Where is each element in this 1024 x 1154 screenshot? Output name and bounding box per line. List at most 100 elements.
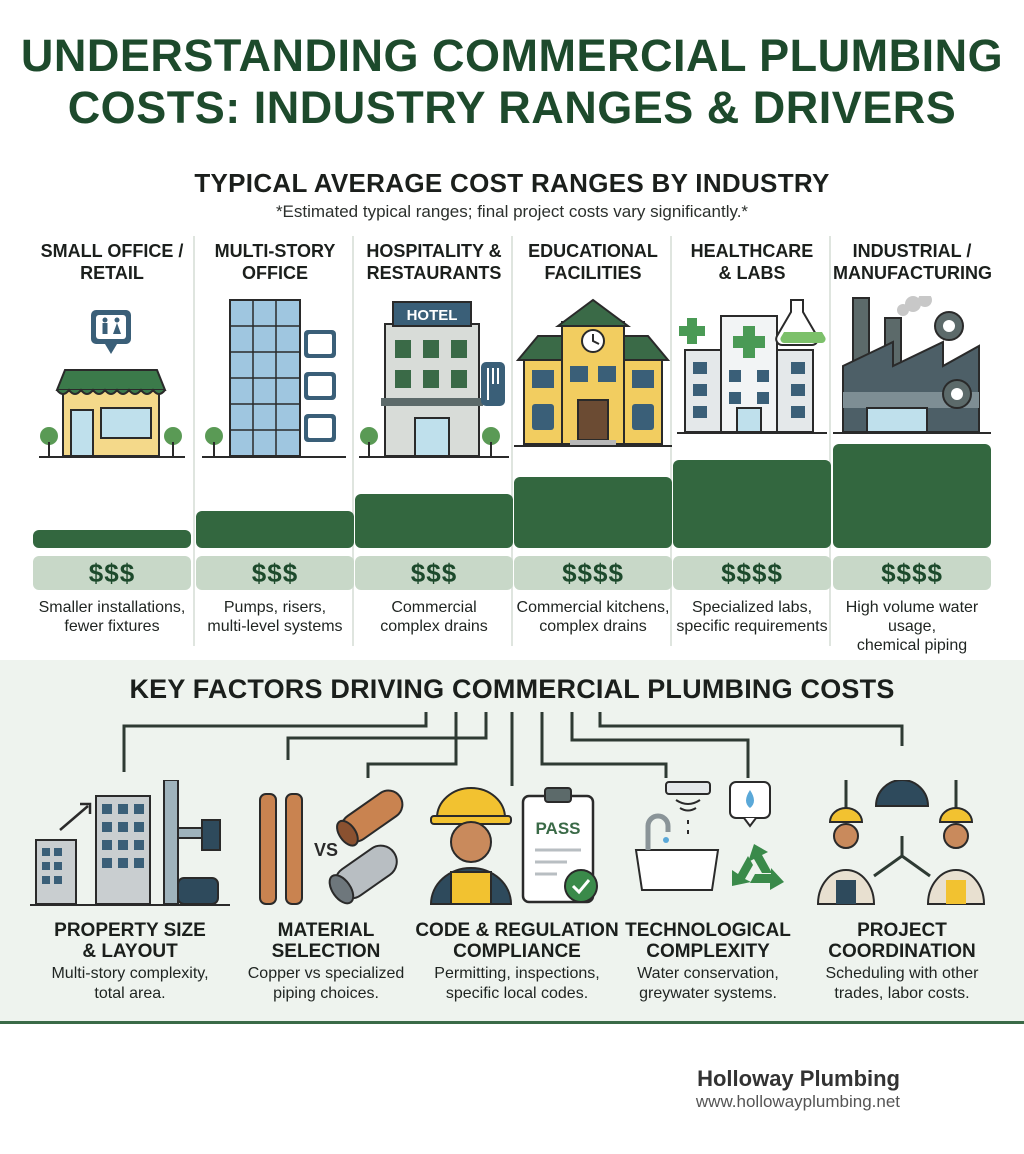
- column-divider: [193, 236, 195, 646]
- industry-description: Pumps, risers, multi-level systems: [184, 598, 366, 636]
- hotel-icon: HOTEL: [359, 301, 509, 458]
- vs-label: VS: [314, 840, 338, 860]
- factor-title-line: & LAYOUT: [82, 941, 178, 962]
- factor-description-line: Copper vs specialized: [247, 965, 405, 982]
- industry-name: HEALTHCARE & LABS: [673, 240, 831, 284]
- buildings-pipes-icon: [30, 780, 230, 906]
- factor-material-selection: VS MATERIAL SELECTION Copper vs speciali…: [226, 780, 426, 1020]
- factor-title: MATERIAL SELECTION: [216, 920, 436, 962]
- factors-section: KEY FACTORS DRIVING COMMERCIAL PLUMBING …: [0, 660, 1024, 1024]
- industry-description-line: chemical piping: [856, 637, 968, 654]
- page-title-line1: UNDERSTANDING COMMERCIAL PLUMBING: [20, 30, 1004, 81]
- factor-description: Permitting, inspections, specific local …: [401, 964, 633, 1004]
- industry-name-line: RESTAURANTS: [366, 263, 502, 283]
- column-divider: [670, 236, 672, 646]
- factor-description: Scheduling with other trades, labor cost…: [786, 964, 1018, 1004]
- industry-description: Specialized labs, specific requirements: [661, 598, 843, 636]
- page-title: UNDERSTANDING COMMERCIAL PLUMBING COSTS:…: [0, 30, 1024, 134]
- brand-name: Holloway Plumbing: [697, 1066, 900, 1091]
- factor-description-line: Scheduling with other: [825, 965, 979, 982]
- factor-title-line: COORDINATION: [828, 941, 976, 962]
- industry-column-hospitality: HOSPITALITY & RESTAURANTS HOTEL $$$ Comm…: [355, 236, 513, 656]
- industry-column-multi-story-office: MULTI-STORY OFFICE $$$ Pumps, risers, mu…: [196, 236, 354, 656]
- cost-range-badge: $$$: [355, 556, 513, 590]
- industry-name-line: HEALTHCARE: [690, 241, 814, 261]
- factor-description-line: Multi-story complexity,: [51, 965, 209, 982]
- cost-bar: [33, 530, 191, 548]
- factor-title-line: PROJECT: [857, 920, 947, 941]
- factor-description-line: total area.: [94, 985, 166, 1002]
- pipes-compare-icon: VS: [259, 789, 404, 905]
- factor-description-line: greywater systems.: [639, 985, 777, 1002]
- hotel-sign-text: HOTEL: [407, 307, 458, 324]
- industry-description: High volume water usage, chemical piping: [821, 598, 1003, 655]
- factor-title-line: TECHNOLOGICAL: [625, 920, 791, 941]
- factor-description-line: Water conservation,: [637, 965, 779, 982]
- factor-description-line: specific local codes.: [445, 985, 589, 1002]
- industry-description-line: specific requirements: [676, 618, 828, 635]
- industry-name-line: EDUCATIONAL: [528, 241, 658, 261]
- industry-description-line: Smaller installations,: [38, 599, 186, 616]
- industry-name-line: FACILITIES: [544, 263, 642, 283]
- cost-range-badge: $$$: [33, 556, 191, 590]
- industry-description-line: complex drains: [380, 618, 488, 635]
- industry-name: INDUSTRIAL / MANUFACTURING: [833, 240, 992, 284]
- factor-description: Water conservation, greywater systems.: [592, 964, 824, 1004]
- industry-column-small-office: SMALL OFFICE / RETAIL $$$ Smaller instal…: [33, 236, 191, 656]
- industry-name-line: INDUSTRIAL /: [852, 241, 972, 261]
- sink-recycle-icon: [634, 781, 784, 891]
- industry-description-line: fewer fixtures: [64, 618, 160, 635]
- industry-name: SMALL OFFICE / RETAIL: [33, 240, 191, 284]
- industry-column-healthcare: HEALTHCARE & LABS $$$$ Specialized labs,…: [673, 236, 831, 656]
- industry-name-line: MULTI-STORY: [214, 241, 336, 261]
- factor-title-line: CODE & REGULATION: [415, 920, 619, 941]
- cost-bar: [514, 477, 672, 548]
- industry-name-line: & LABS: [718, 263, 786, 283]
- industry-description: Smaller installations, fewer fixtures: [21, 598, 203, 636]
- cost-bar: [673, 460, 831, 548]
- industry-name: MULTI-STORY OFFICE: [196, 240, 354, 284]
- cost-range-badge: $$$: [196, 556, 354, 590]
- factor-technological-complexity: TECHNOLOGICAL COMPLEXITY Water conservat…: [608, 780, 808, 1020]
- brand-url[interactable]: www.hollowayplumbing.net: [695, 1092, 900, 1111]
- industry-column-industrial: INDUSTRIAL / MANUFACTURING $$$$ High vol…: [833, 236, 992, 656]
- factor-title-line: SELECTION: [271, 941, 381, 962]
- factor-description: Multi-story complexity, total area.: [14, 964, 246, 1004]
- factors-section-title: KEY FACTORS DRIVING COMMERCIAL PLUMBING …: [129, 674, 895, 704]
- connector-lines: [122, 712, 904, 786]
- industry-name: EDUCATIONAL FACILITIES: [514, 240, 672, 284]
- industry-column-educational: EDUCATIONAL FACILITIES $$$$ Commercial k…: [514, 236, 672, 656]
- factor-title-line: COMPLIANCE: [453, 941, 581, 962]
- factor-title: CODE & REGULATION COMPLIANCE: [407, 920, 627, 962]
- cost-bar: [355, 494, 513, 548]
- industry-description-line: High volume water: [845, 599, 979, 616]
- factor-property-size: PROPERTY SIZE & LAYOUT Multi-story compl…: [30, 780, 230, 1020]
- cost-range-badge: $$$$: [833, 556, 991, 590]
- hospital-icon: [677, 299, 827, 434]
- industry-description: Commercial kitchens, complex drains: [502, 598, 684, 636]
- cost-bar: [833, 444, 991, 548]
- cost-bar: [196, 511, 354, 548]
- factor-description-line: Permitting, inspections,: [434, 965, 600, 982]
- pass-stamp-text: PASS: [535, 819, 580, 838]
- factor-title: TECHNOLOGICAL COMPLEXITY: [598, 920, 818, 962]
- factor-code-compliance: PASS CODE & REGULATION COMPLIANCE Permit…: [415, 780, 619, 1020]
- industry-description: Commercial complex drains: [343, 598, 525, 636]
- office-tower-icon: [202, 299, 346, 458]
- industry-description-line: Pumps, risers,: [223, 599, 327, 616]
- industry-name-line: MANUFACTURING: [833, 263, 992, 283]
- industry-description-line: Specialized labs,: [691, 599, 813, 616]
- factor-title-line: MATERIAL: [277, 920, 375, 941]
- factor-project-coordination: PROJECT COORDINATION Scheduling with oth…: [802, 780, 1002, 1020]
- factor-title: PROJECT COORDINATION: [792, 920, 1012, 962]
- factor-description-line: trades, labor costs.: [834, 985, 970, 1002]
- industry-name-line: OFFICE: [242, 263, 308, 283]
- factor-title-line: PROPERTY SIZE: [54, 920, 206, 941]
- industry-name-line: HOSPITALITY &: [366, 241, 502, 261]
- column-divider: [829, 236, 831, 646]
- column-divider: [511, 236, 513, 646]
- factory-icon: [833, 296, 991, 434]
- industry-name-line: RETAIL: [80, 263, 144, 283]
- factor-description: Copper vs specialized piping choices.: [210, 964, 442, 1004]
- industry-description-line: usage,: [887, 618, 937, 635]
